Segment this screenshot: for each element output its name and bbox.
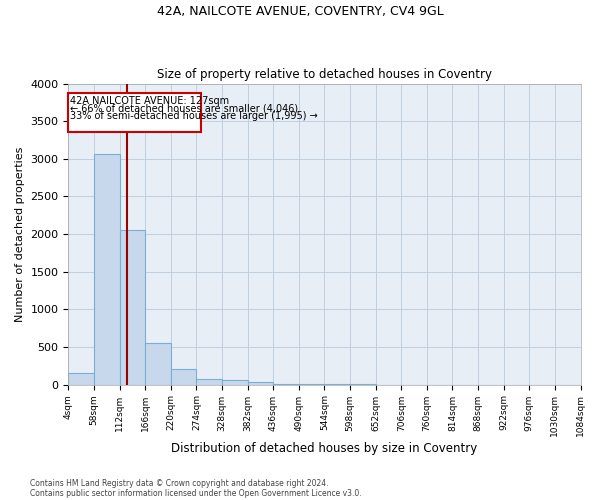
Bar <box>68 94 201 132</box>
Text: Contains HM Land Registry data © Crown copyright and database right 2024.: Contains HM Land Registry data © Crown c… <box>30 478 329 488</box>
Bar <box>145 343 171 384</box>
X-axis label: Distribution of detached houses by size in Coventry: Distribution of detached houses by size … <box>172 442 478 455</box>
Text: Contains public sector information licensed under the Open Government Licence v3: Contains public sector information licen… <box>30 488 362 498</box>
Text: ← 66% of detached houses are smaller (4,046): ← 66% of detached houses are smaller (4,… <box>70 103 298 113</box>
Bar <box>222 380 248 384</box>
Text: 42A NAILCOTE AVENUE: 127sqm: 42A NAILCOTE AVENUE: 127sqm <box>70 96 229 106</box>
Bar <box>196 379 222 384</box>
Bar <box>248 382 273 384</box>
Title: Size of property relative to detached houses in Coventry: Size of property relative to detached ho… <box>157 68 492 81</box>
Y-axis label: Number of detached properties: Number of detached properties <box>15 146 25 322</box>
Bar <box>171 369 196 384</box>
Text: 33% of semi-detached houses are larger (1,995) →: 33% of semi-detached houses are larger (… <box>70 110 318 120</box>
Bar <box>94 154 119 384</box>
Bar <box>119 230 145 384</box>
Bar <box>68 374 94 384</box>
Text: 42A, NAILCOTE AVENUE, COVENTRY, CV4 9GL: 42A, NAILCOTE AVENUE, COVENTRY, CV4 9GL <box>157 5 443 18</box>
